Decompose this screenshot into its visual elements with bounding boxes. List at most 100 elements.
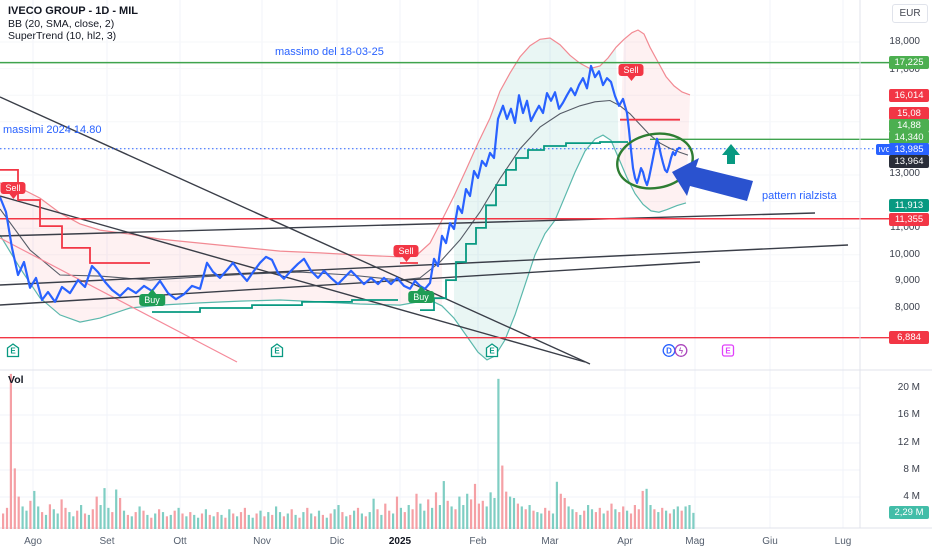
volume-bar — [431, 507, 434, 529]
volume-bar — [44, 514, 48, 529]
buy-marker-tail — [416, 286, 425, 291]
annotation-massimi-2024[interactable]: massimi 2024 14.80 — [3, 124, 102, 136]
volume-bar — [333, 509, 336, 529]
earnings-house-letter: E — [274, 347, 280, 356]
split-bolt-outline — [674, 344, 688, 357]
earnings-house-icon[interactable]: E — [270, 343, 284, 363]
blue-arrow-drawing[interactable] — [672, 158, 753, 201]
volume-bar — [80, 505, 83, 529]
trendline[interactable] — [0, 96, 591, 365]
price-axis[interactable] — [860, 0, 932, 528]
symbol-title[interactable]: IVECO GROUP - 1D - MIL — [8, 5, 138, 17]
volume-bar — [286, 513, 289, 529]
price-axis-badge: 2,29 M — [889, 505, 929, 519]
volume-bar — [197, 517, 200, 529]
volume-bar — [590, 509, 594, 529]
volume-bar — [680, 510, 683, 529]
volume-bar — [142, 510, 145, 529]
annotation-pattern-rialzista[interactable]: pattern rialzista — [762, 190, 837, 202]
volume-bar — [614, 509, 617, 529]
volume-bar — [536, 512, 539, 529]
volume-bar — [204, 509, 207, 529]
volume-bar — [310, 513, 313, 529]
price-line — [0, 64, 682, 303]
volume-bar — [372, 498, 375, 529]
volume-bar — [122, 510, 126, 529]
volume-bar — [493, 497, 496, 529]
green-up-arrow-icon[interactable] — [722, 144, 740, 164]
indicator-supertrend-label[interactable]: SuperTrend (10, hl2, 3) — [8, 30, 117, 42]
trendline[interactable] — [0, 212, 816, 237]
volume-bar — [641, 490, 644, 529]
volume-bar — [68, 512, 71, 529]
volume-bar — [290, 509, 293, 529]
volume-bar — [325, 517, 328, 529]
volume-bar — [95, 496, 98, 529]
volume-bar — [298, 517, 301, 529]
volume-bar — [165, 516, 168, 529]
price-axis-badge: 14,88 — [889, 118, 929, 132]
time-axis-label: Ott — [173, 536, 187, 547]
indicator-bb-label[interactable]: BB (20, SMA, close, 2) — [8, 18, 115, 30]
trendline-pink[interactable] — [0, 237, 238, 363]
volume-bar — [598, 507, 601, 529]
price-axis-badge: 11,913 — [889, 198, 929, 212]
volume-bar — [154, 513, 157, 529]
volume-bar — [138, 506, 141, 529]
sell-marker-tail — [626, 76, 635, 81]
volume-bar — [181, 513, 184, 529]
earnings-square-icon[interactable]: E — [721, 343, 735, 363]
volume-bar — [661, 507, 664, 529]
volume-bar — [239, 512, 243, 529]
trendline[interactable] — [0, 195, 586, 363]
volume-bar — [9, 373, 12, 529]
volume-bar — [267, 512, 270, 529]
volume-bar — [91, 509, 94, 529]
volume-bar — [103, 488, 106, 529]
annotation-massimo[interactable]: massimo del 18-03-25 — [275, 46, 384, 58]
volume-bar — [555, 481, 558, 529]
volume-bar — [329, 513, 332, 529]
volume-bar — [575, 512, 578, 529]
earnings-house-icon[interactable]: E — [6, 343, 20, 363]
trendline[interactable] — [0, 261, 701, 306]
volume-bar — [446, 500, 449, 529]
price-axis-tick: 13,000 — [889, 168, 920, 179]
supertrend-line — [152, 299, 398, 313]
price-axis-tick: 10,000 — [889, 249, 920, 260]
volume-bar — [17, 496, 20, 529]
volume-bar — [458, 496, 461, 529]
trendline[interactable] — [0, 244, 849, 286]
earnings-house-icon[interactable]: E — [485, 343, 499, 363]
volume-bar — [126, 514, 129, 529]
volume-bar — [524, 509, 527, 529]
volume-bar — [64, 507, 67, 529]
volume-bar — [224, 517, 227, 529]
volume-bar — [563, 497, 566, 529]
volume-bar — [610, 503, 613, 529]
volume-bar — [668, 513, 672, 529]
time-axis[interactable] — [0, 528, 932, 550]
price-axis-tick: 17,000 — [889, 64, 920, 75]
volume-bar — [540, 513, 543, 529]
volume-bar — [349, 514, 352, 529]
volume-bar — [146, 514, 149, 529]
ellipse-drawing[interactable] — [613, 128, 697, 194]
volume-bar — [208, 514, 211, 529]
volume-bar — [489, 492, 492, 529]
volume-pane-label[interactable]: Vol — [8, 374, 24, 386]
earnings-house-letter: E — [489, 347, 495, 356]
time-axis-label: 2025 — [388, 536, 412, 547]
volume-bar — [415, 493, 418, 529]
time-axis-label: Mag — [685, 536, 705, 547]
volume-bar — [512, 497, 516, 529]
split-bolt-icon[interactable]: ϟ — [674, 343, 688, 363]
volume-bar — [115, 489, 118, 529]
volume-bar — [356, 507, 360, 529]
volume-bar — [684, 506, 687, 529]
volume-bar — [559, 493, 562, 529]
volume-bar — [259, 510, 262, 529]
volume-bar — [243, 507, 246, 529]
